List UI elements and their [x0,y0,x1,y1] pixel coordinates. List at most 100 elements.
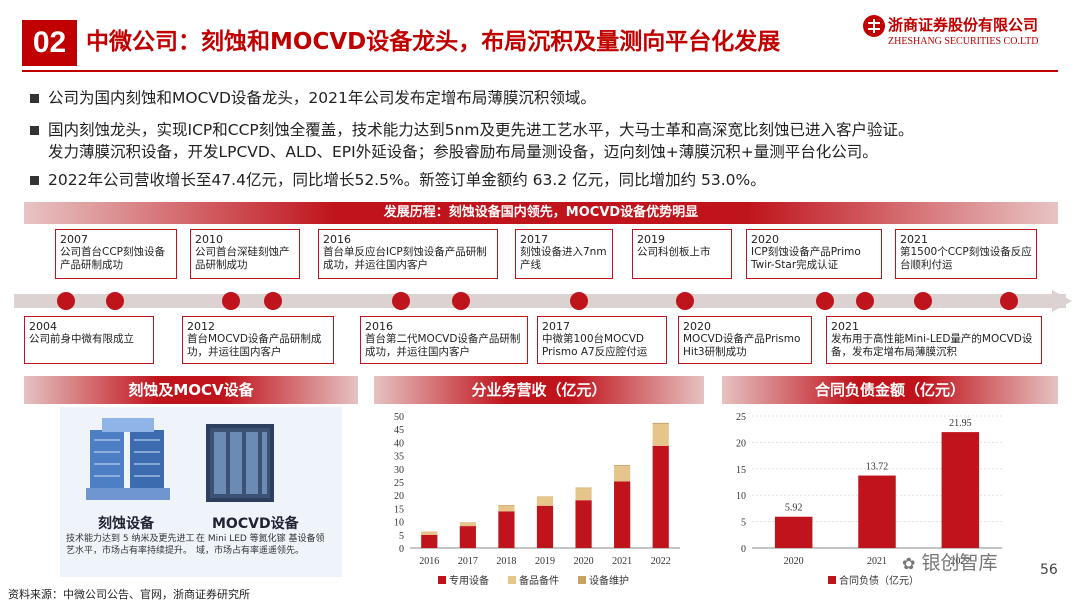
y-tick-label: 10 [394,518,404,529]
bar-segment [459,522,476,523]
x-tick-label: 2017 [458,556,478,567]
timeline-dot [676,292,694,310]
event-text: 中微第100台MOCVD Prismo A7反应腔付运 [542,333,648,358]
section-number-badge: 02 [22,20,77,66]
revenue-stacked-bar-chart: 0 5 10 15 20 25 30 35 40 45 50 2016 2017 2018 2019 2020… [394,412,680,587]
data-label: 5.92 [785,503,803,514]
products-section-header: 刻蚀及MOCV设备 [24,376,358,404]
x-tick-label: 2016 [419,556,439,567]
y-tick-label: 0 [399,544,404,555]
timeline-event-top: 2010 公司首台深硅刻蚀产品研制成功 [190,229,300,279]
legend-label: 设备维护 [589,574,629,587]
event-year: 2020 [751,233,779,246]
event-year: 2021 [900,233,928,246]
timeline-event-top: 2021 第1500个CCP刻蚀设备反应台顺利付运 [895,229,1037,279]
timeline-arrow-icon [1052,290,1072,312]
y-tick-label: 30 [394,465,404,476]
event-year: 2004 [29,320,57,333]
event-year: 2017 [520,233,548,246]
legend-label: 专用设备 [449,574,489,587]
y-tick-label: 0 [741,544,746,555]
legend-swatch [578,576,586,584]
data-label: 13.72 [866,462,889,473]
event-year: 2016 [323,233,351,246]
timeline-event-bottom: 2021 发布用于高性能Mini-LED量产的MOCVD设备，发布定增布局薄膜沉… [826,316,1042,364]
bar-segment [536,497,554,506]
y-tick-label: 25 [394,478,404,489]
event-year: 2010 [195,233,223,246]
bar [774,516,813,548]
event-text: 公司科创板上市 [637,246,711,258]
bar-segment [498,511,515,548]
timeline-dot [392,292,410,310]
data-label: 21.95 [949,418,972,429]
timeline-banner: 发展历程：刻蚀设备国内领先，MOCVD设备优势明显 [24,202,1058,224]
bullet-text-2: 国内刻蚀龙头，实现ICP和CCP刻蚀全覆盖，技术能力达到5nm及更先进工艺水平，… [48,121,914,139]
event-year: 2007 [60,233,88,246]
timeline-dot [452,292,470,310]
timeline-event-top: 2019 公司科创板上市 [632,229,732,279]
page-title: 中微公司：刻蚀和MOCVD设备龙头，布局沉积及量测向平台化发展 [86,29,781,55]
legend-label: 备品备件 [519,574,559,587]
contract-liability-bar-chart: 0 5 10 15 20 25 5.92 2020 13.72 2021 21.95 2022 合同负债… [736,412,1002,587]
y-tick-label: 20 [736,438,746,449]
timeline-dot [57,292,75,310]
timeline-event-bottom: 2012 首台MOCVD设备产品研制成功，并运往国内客户 [182,316,334,364]
wechat-icon: ✿ [902,554,916,573]
x-tick-label: 2022 [950,556,970,567]
etch-equipment-illustration [86,418,170,500]
event-year: 2017 [542,320,570,333]
y-tick-label: 15 [394,504,404,515]
event-text: 第1500个CCP刻蚀设备反应台顺利付运 [900,246,1032,271]
x-tick-label: 2021 [612,556,632,567]
event-text: 公司前身中微有限成立 [29,333,134,345]
event-text: 首台第二代MOCVD设备产品研制成功，并运往国内客户 [365,333,521,358]
y-tick-label: 25 [736,412,746,423]
bullet-marker [30,176,39,185]
event-year: 2019 [637,233,665,246]
timeline-dot [106,292,124,310]
bar-segment [575,488,592,501]
bar [858,475,896,548]
event-text: 公司首台CCP刻蚀设备产品研制成功 [60,246,165,271]
bar-segment [536,496,554,498]
company-name-cn: 浙商证券股份有限公司 [888,16,1039,34]
bullet-text-3: 2022年公司营收增长至47.4亿元，同比增长52.5%。新签订单金额约 63.… [48,171,766,189]
bar [941,432,980,548]
y-tick-label: 45 [394,425,404,436]
x-tick-label: 2020 [574,556,594,567]
mocvd-product-desc: 在 Mini LED 等氮化镓 基设备领域，市场占有率遥遥领先。 [196,534,325,556]
company-name-en: ZHESHANG SECURITIES CO.LTD [888,36,1039,47]
event-year: 2012 [187,320,215,333]
bar-segment [652,423,669,446]
bar-segment [614,466,631,482]
x-tick-label: 2022 [651,556,671,567]
revenue-chart-header: 分业务营收（亿元） [374,376,704,404]
timeline-dot [264,292,282,310]
bullet-text-1: 公司为国内刻蚀和MOCVD设备龙头，2021年公司发布定增布局薄膜沉积领域。 [48,89,596,107]
bar-segment [421,531,438,533]
y-tick-label: 35 [394,452,404,463]
timeline-dot [914,292,932,310]
bar-segment [614,481,631,548]
timeline-dot [856,292,874,310]
watermark-text: 银创智库 [921,552,998,574]
timeline-event-bottom: 2017 中微第100台MOCVD Prismo A7反应腔付运 [537,316,667,364]
timeline-event-top: 2020 ICP刻蚀设备产品Primo Twir-Star完成认证 [746,229,882,279]
event-text: 发布用于高性能Mini-LED量产的MOCVD设备，发布定增布局薄膜沉积 [831,333,1033,358]
bar-segment [459,522,476,527]
timeline-event-bottom: 2004 公司前身中微有限成立 [24,316,154,364]
legend-swatch [828,576,836,584]
event-year: 2020 [683,320,711,333]
liability-chart-header: 合同负债金额（亿元） [722,376,1058,404]
bar-segment [614,465,631,467]
etch-product-desc: 技术能力达到 5 纳米及更先进工艺水平，市场占有率持续提升。 [66,534,195,556]
x-tick-label: 2020 [784,556,804,567]
x-tick-label: 2018 [496,556,516,567]
y-tick-label: 15 [736,465,746,476]
watermark: ✿ 银创智库 [902,548,997,575]
event-text: 刻蚀设备进入7nm产线 [520,246,607,271]
event-text: ICP刻蚀设备产品Primo Twir-Star完成认证 [751,246,861,271]
page-number: 56 [1040,562,1058,578]
timeline-event-top: 2017 刻蚀设备进入7nm产线 [515,229,613,279]
